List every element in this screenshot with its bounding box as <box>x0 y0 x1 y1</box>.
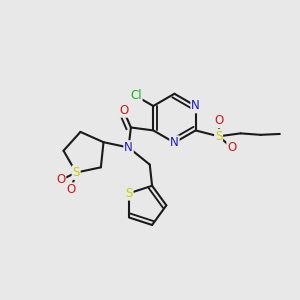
Text: O: O <box>56 173 65 186</box>
Text: O: O <box>119 104 128 117</box>
Text: Cl: Cl <box>130 89 142 103</box>
Text: N: N <box>170 136 179 149</box>
Text: S: S <box>73 166 80 179</box>
Text: N: N <box>124 141 133 154</box>
Text: S: S <box>215 130 222 143</box>
Text: N: N <box>191 100 200 112</box>
Text: O: O <box>215 115 224 128</box>
Text: O: O <box>227 141 236 154</box>
Text: O: O <box>66 183 76 196</box>
Text: S: S <box>125 187 133 200</box>
